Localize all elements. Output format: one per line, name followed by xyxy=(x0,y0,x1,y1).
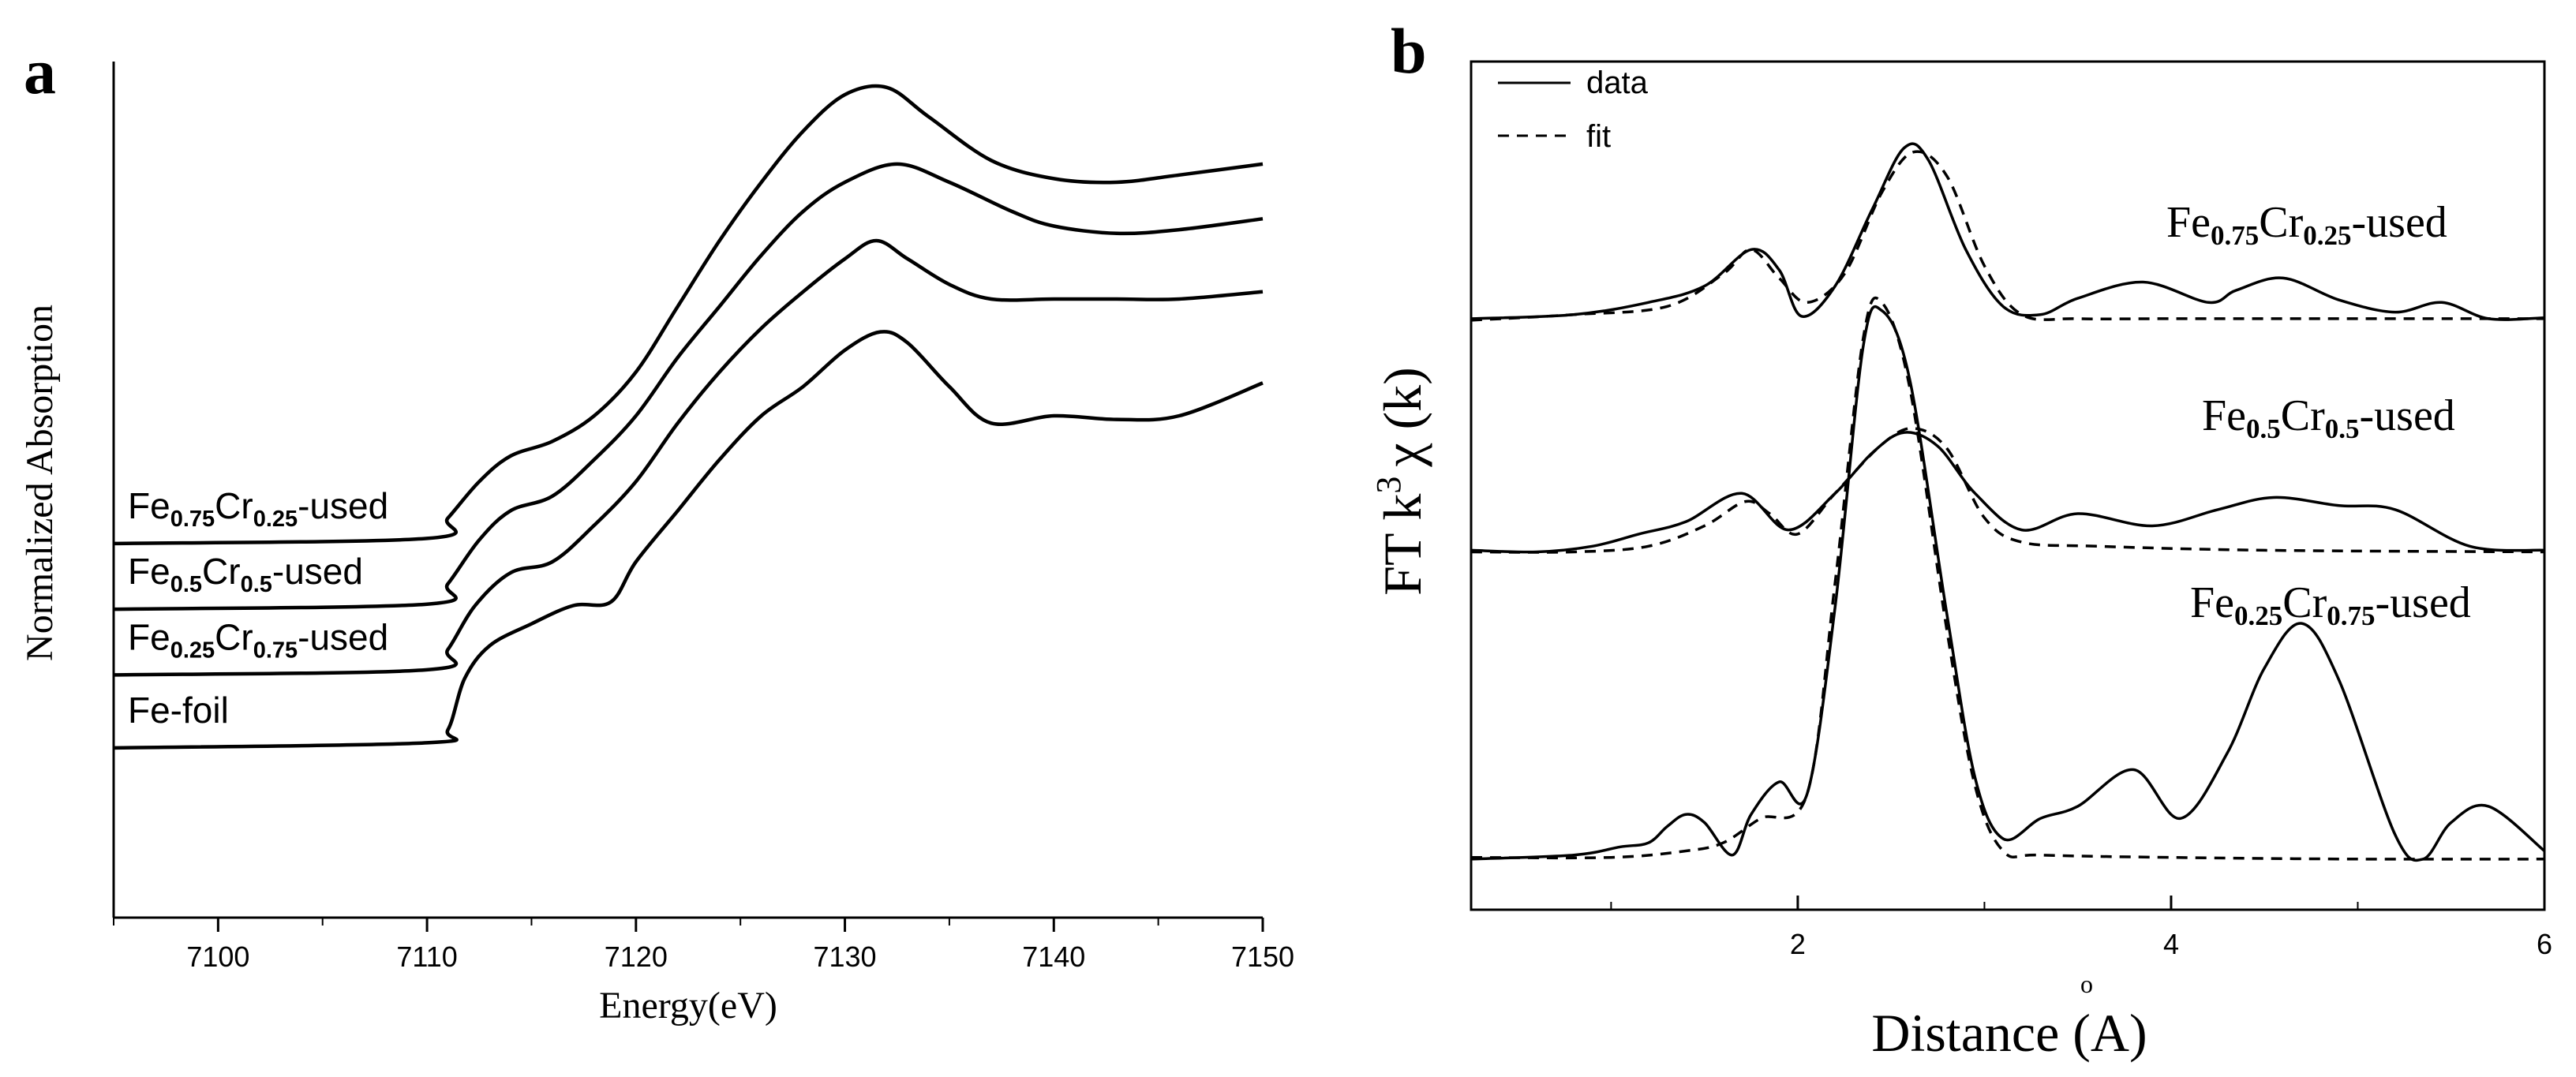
panel-a-y-axis-label: Normalized Absorption xyxy=(19,305,61,661)
panel-a-x-tick-label: 7100 xyxy=(186,941,249,973)
panel-a-x-tick-label: 7110 xyxy=(396,941,457,973)
panel-a-series-3 xyxy=(113,84,1264,546)
panel-b-fit-series-1 xyxy=(1470,427,2545,554)
panel-b-x-axis-label: Distance (A) xyxy=(1871,1003,2147,1063)
panel-a-x-tick-label: 7140 xyxy=(1022,941,1085,973)
panel-a-x-tick-label: 7150 xyxy=(1231,941,1294,973)
panel-b-fit-series-2 xyxy=(1470,296,2545,861)
panel-a-series-label-3: Fe0.75Cr0.25-used xyxy=(128,485,388,532)
panel-a-chart: 7100 7110 7120 7130 7140 7150 Fe-foil Fe0.25Cr… xyxy=(19,62,1294,1027)
y-label-main: FT k xyxy=(1372,494,1432,596)
legend-fit-label: fit xyxy=(1586,119,1611,154)
panel-a-x-tick-label: 7130 xyxy=(813,941,876,973)
panel-a-series-2 xyxy=(113,162,1264,611)
panel-b-data-series-1 xyxy=(1470,431,2545,554)
panel-b-frame xyxy=(1470,60,2546,911)
panel-a-series-0 xyxy=(113,330,1264,750)
panel-b-series-label-2: Fe0.25Cr0.75-used xyxy=(2190,578,2471,631)
x-label-unit: A xyxy=(2091,1003,2129,1063)
panel-b-data-series-0 xyxy=(1470,142,2545,321)
panel-b-y-axis-label: FT k3 χ (k) xyxy=(1369,367,1432,596)
panel-b-fit-series-0 xyxy=(1470,150,2544,322)
panel-a-series-label-2: Fe0.5Cr0.5-used xyxy=(128,551,363,597)
y-label-func: χ (k) xyxy=(1372,367,1432,467)
x-label-main: Distance ( xyxy=(1871,1003,2091,1063)
x-label-close: ) xyxy=(2129,1003,2147,1063)
panel-b-legend: data fit xyxy=(1498,65,1649,154)
panel-b-data-series-2 xyxy=(1470,305,2546,862)
panel-b-series-label-1: Fe0.5Cr0.5-used xyxy=(2202,391,2455,444)
y-label-sup: 3 xyxy=(1369,477,1408,494)
panel-a-x-tick-label: 7120 xyxy=(605,941,668,973)
legend-data-label: data xyxy=(1586,65,1649,100)
panel-label-b: b xyxy=(1391,15,1427,87)
panel-b-x-tick-label: 2 xyxy=(1790,928,1806,960)
panel-b-series-label-0: Fe0.75Cr0.25-used xyxy=(2166,198,2447,251)
panel-a-series-1 xyxy=(113,238,1264,677)
x-label-unit-ring: o xyxy=(2080,970,2093,998)
panel-b-x-tick-label: 4 xyxy=(2163,928,2179,960)
panel-b-x-tick-label: 6 xyxy=(2537,928,2552,960)
panel-a-series-label-1: Fe0.25Cr0.75-used xyxy=(128,616,388,663)
panel-a-x-axis-label: Energy(eV) xyxy=(599,985,777,1027)
panel-label-a: a xyxy=(24,36,56,107)
panel-b-chart: 2 4 6 Fe0.75Cr0.25-used Fe0.5Cr0.5-used Fe0.… xyxy=(1369,60,2552,1063)
panel-a-series-label-0: Fe-foil xyxy=(128,690,229,731)
